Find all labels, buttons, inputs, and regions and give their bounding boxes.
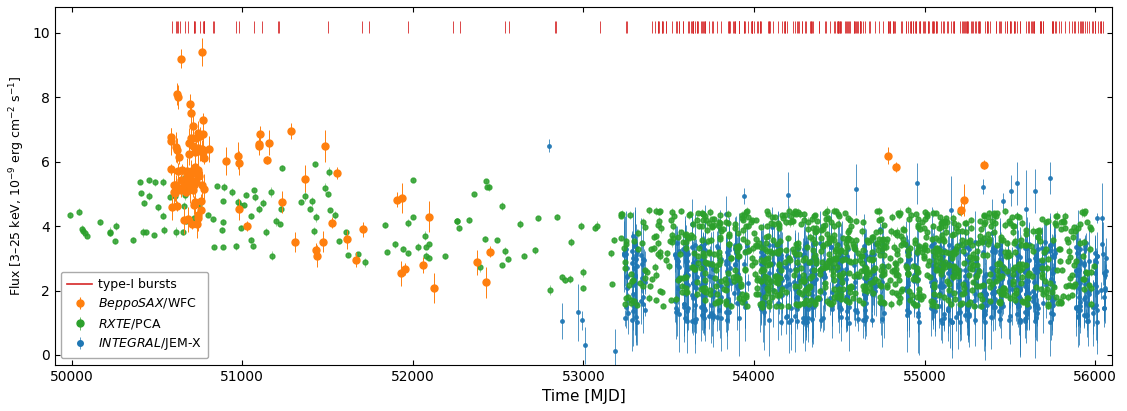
X-axis label: Time [MJD]: Time [MJD] <box>541 389 625 404</box>
Legend: type-I bursts, $\mathit{BeppoSAX}$/WFC, $\mathit{RXTE}$/PCA, $\mathit{INTEGRAL}$: type-I bursts, $\mathit{BeppoSAX}$/WFC, … <box>61 272 208 358</box>
Y-axis label: Flux [3–25 keV, 10$^{-9}$ erg cm$^{-2}$ s$^{-1}$]: Flux [3–25 keV, 10$^{-9}$ erg cm$^{-2}$ … <box>7 76 27 296</box>
